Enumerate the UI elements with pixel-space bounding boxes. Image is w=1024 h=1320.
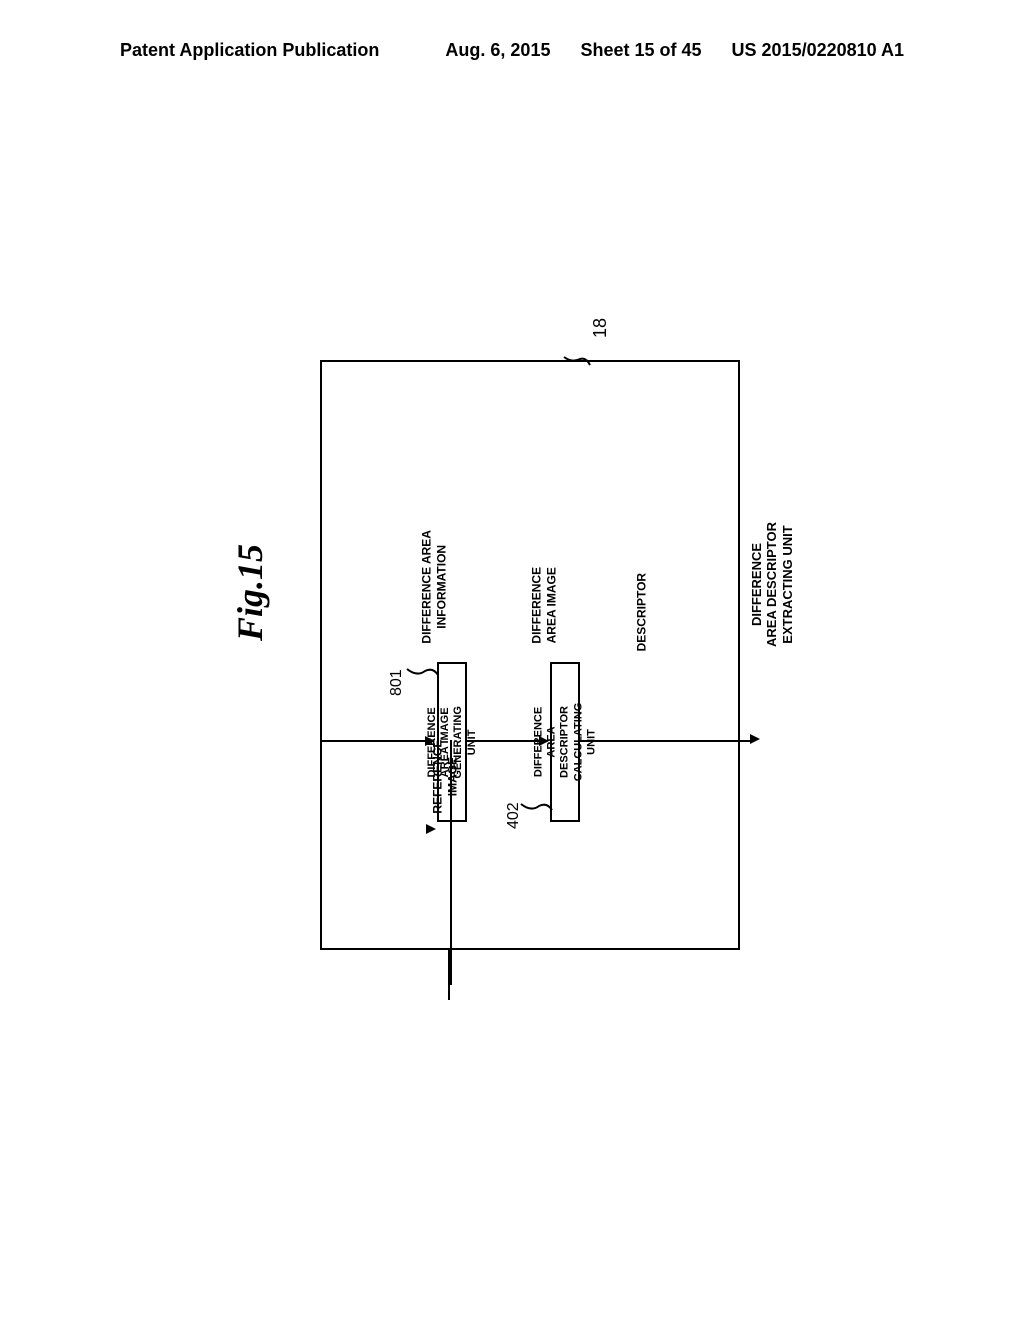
header-sheet: Sheet 15 of 45 [580,40,701,61]
unit-title: DIFFERENCE AREA DESCRIPTOR EXTRACTING UN… [733,522,795,647]
box-calculating-unit: DIFFERENCE AREA DESCRIPTOR CALCULATING U… [550,662,580,822]
page-header: Patent Application Publication Aug. 6, 2… [0,40,1024,61]
label-diff-area-info: DIFFERENCE AREA INFORMATION [405,530,448,644]
header-left: Patent Application Publication [120,40,379,61]
extracting-unit-box: DIFFERENCE AREA DESCRIPTOR EXTRACTING UN… [320,360,740,950]
box-801-text: DIFFERENCE AREA IMAGE GENERATING UNIT [426,706,479,779]
reference-number-18: 18 [590,318,611,338]
label-diff-area-image: DIFFERENCE AREA IMAGE [515,567,558,644]
arrowhead-ref-image [426,824,436,834]
arrowhead-out [750,734,760,744]
box-generating-unit: DIFFERENCE AREA IMAGE GENERATING UNIT [437,662,467,822]
leader-line-801 [405,667,440,687]
label-descriptor: DESCRIPTOR [621,573,650,651]
arrow-ref-in [448,950,450,1000]
box-402-text: DIFFERENCE AREA DESCRIPTOR CALCULATING U… [532,703,598,782]
header-date: Aug. 6, 2015 [445,40,550,61]
figure-title: Fig.15 [229,544,271,641]
arrow-diff-info [322,740,425,742]
header-right: Aug. 6, 2015 Sheet 15 of 45 US 2015/0220… [445,40,904,61]
reference-number-801: 801 [388,669,406,696]
header-pubno: US 2015/0220810 A1 [732,40,904,61]
arrow-out [580,740,752,742]
leader-line-402 [519,802,554,822]
arrow-801-to-402 [467,740,539,742]
diagram-container: 18 DIFFERENCE AREA DESCRIPTOR EXTRACTING… [320,340,740,960]
